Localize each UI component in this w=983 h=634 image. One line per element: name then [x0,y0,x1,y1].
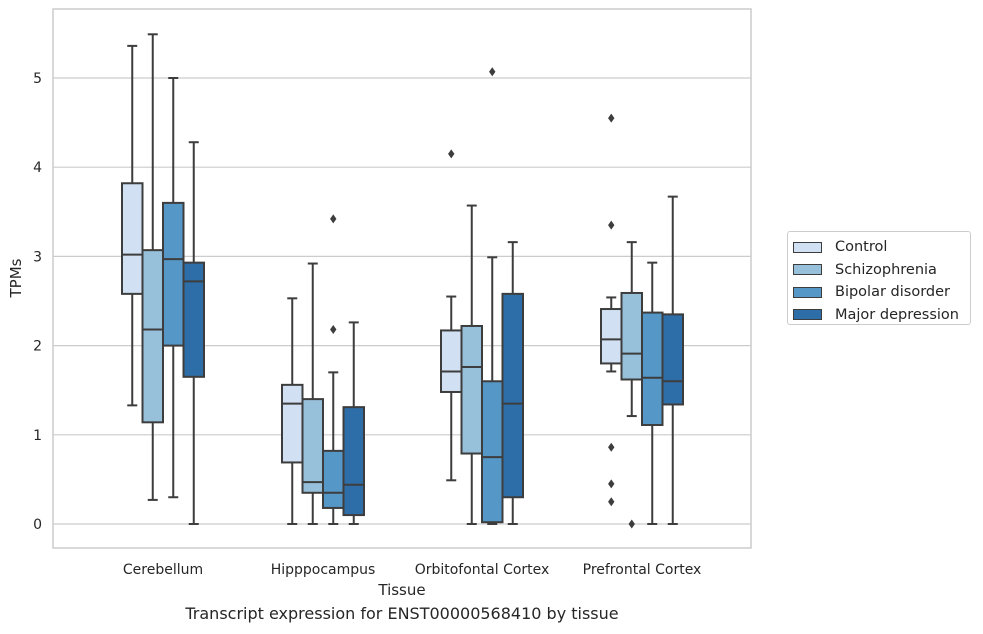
box-iqr [141,249,164,424]
outlier-point [608,497,615,507]
legend-label: Control [835,239,888,256]
y-tick-label-3: 3 [33,249,42,265]
box-control-4 [600,113,623,507]
box-iqr [641,311,664,426]
box-iqr [620,291,643,381]
y-tick-label-1: 1 [33,428,42,444]
box-bipolar-disorder-4 [641,261,664,525]
box-schizophrenia-3 [460,204,483,525]
outlier-point [330,325,337,335]
box-control-3 [440,149,463,482]
legend-item-major-depression: Major depression [793,304,970,327]
box-iqr [182,261,205,378]
chart-title: Transcript expression for ENST0000056841… [185,604,619,623]
y-tick-labels: 0 1 2 3 4 5 [33,71,42,533]
x-tick-label-2: Hipppocampus [271,562,376,578]
outlier-point [608,442,615,452]
legend: Control Schizophrenia Bipolar disorder Majo… [787,231,971,325]
y-tick-label-5: 5 [33,71,42,87]
outlier-point [608,220,615,230]
box-iqr [481,380,504,524]
legend-swatch [793,264,822,276]
box-control-1 [121,44,144,407]
legend-swatch [793,241,822,253]
box-iqr [301,398,324,494]
legend-label: Major depression [835,306,959,323]
y-tick-label-2: 2 [33,339,42,355]
box-iqr [322,449,345,509]
y-tick-label-0: 0 [33,517,42,533]
box-plots [121,33,684,529]
x-tick-label-3: Orbitofontal Cortex [415,562,550,578]
legend-label: Bipolar disorder [835,284,950,301]
outlier-point [608,113,615,123]
outlier-point [608,479,615,489]
box-bipolar-disorder-2 [322,214,345,525]
legend-item-bipolar-disorder: Bipolar disorder [793,281,970,304]
x-tick-label-4: Prefrontal Cortex [583,562,702,578]
box-iqr [600,308,623,365]
box-major-depression-3 [501,241,524,525]
x-axis-label: Tissue [377,581,425,599]
box-iqr [440,329,463,393]
box-schizophrenia-1 [141,33,164,501]
legend-item-control: Control [793,236,970,259]
legend-item-schizophrenia: Schizophrenia [793,259,970,282]
outlier-point [330,214,337,224]
x-tick-label-1: Cerebellum [123,562,203,578]
box-iqr [661,313,684,406]
legend-swatch [793,286,822,298]
y-axis-label: TPMs [7,258,25,298]
outlier-point [489,67,496,77]
outlier-point [628,519,635,529]
box-schizophrenia-2 [301,262,324,525]
plot-frame [52,8,752,549]
box-major-depression-4 [661,195,684,525]
y-tick-label-4: 4 [33,160,42,176]
box-schizophrenia-4 [620,241,643,529]
box-iqr [121,182,144,295]
box-iqr [281,383,304,464]
legend-swatch [793,309,822,321]
box-major-depression-1 [182,141,205,525]
x-tick-labels: Cerebellum Hipppocampus Orbitofontal Corte… [123,562,701,578]
box-iqr [162,201,185,347]
box-iqr [460,324,483,455]
box-iqr [342,406,365,517]
box-control-2 [281,297,304,525]
box-bipolar-disorder-3 [481,67,504,525]
outlier-point [448,149,455,159]
box-bipolar-disorder-1 [162,77,185,499]
box-iqr [501,292,524,499]
box-major-depression-2 [342,321,365,525]
legend-label: Schizophrenia [835,261,937,278]
